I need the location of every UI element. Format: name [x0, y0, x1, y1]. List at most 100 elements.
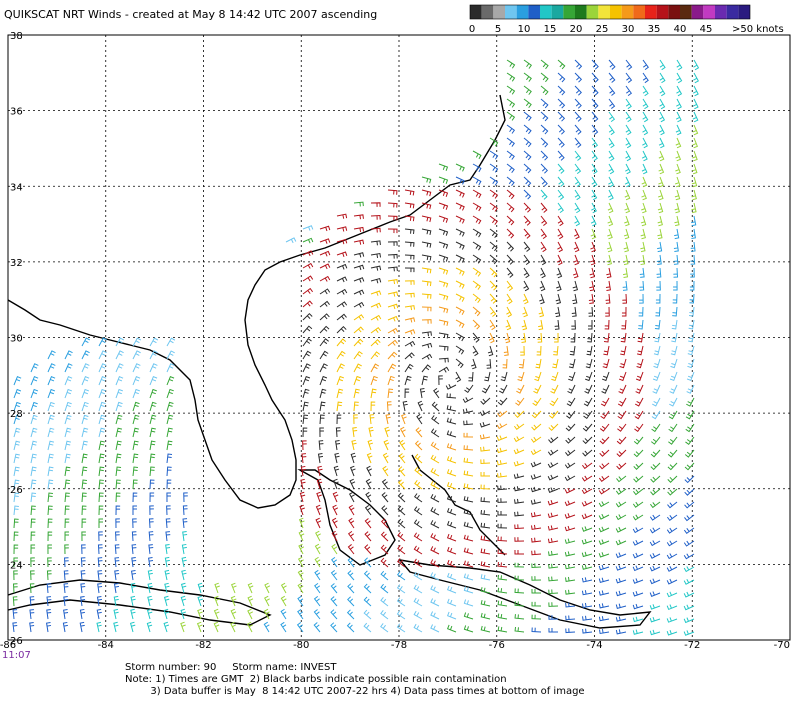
wind-barb: [615, 629, 627, 635]
wind-barb: [536, 345, 542, 356]
wind-barb: [396, 610, 406, 620]
wind-barb: [166, 375, 175, 386]
wind-barb: [531, 576, 542, 581]
wind-barb: [513, 473, 525, 479]
wind-barb: [387, 315, 399, 322]
wind-barb: [649, 552, 661, 559]
wind-barb: [517, 371, 525, 382]
wind-barb: [554, 319, 560, 330]
wind-barb: [531, 550, 542, 556]
wind-barb: [489, 306, 497, 317]
wind-barb: [387, 202, 398, 208]
wind-barb: [353, 301, 365, 308]
wind-barb: [625, 163, 631, 175]
wind-barb: [657, 202, 664, 214]
wind-barb: [166, 440, 173, 451]
wind-barb: [334, 452, 340, 464]
wind-barb: [363, 570, 372, 581]
wind-barb: [691, 163, 698, 175]
wind-barb: [455, 241, 465, 250]
wind-barb: [335, 439, 341, 451]
wind-barb: [149, 388, 157, 399]
wind-barb: [574, 98, 582, 109]
wind-barb: [384, 426, 390, 438]
wind-barb: [537, 332, 543, 343]
wind-barb: [531, 537, 542, 543]
wind-barb: [47, 505, 53, 516]
wind-barb: [659, 98, 666, 110]
wind-barb: [581, 590, 593, 596]
wind-barb: [64, 505, 70, 516]
wind-barb: [557, 163, 565, 174]
wind-barb: [651, 423, 661, 433]
wind-barb: [336, 388, 344, 399]
wind-barb: [30, 544, 36, 555]
wind-barb: [455, 228, 465, 237]
wind-barb: [129, 621, 136, 633]
wind-barb: [319, 275, 331, 282]
wind-barb: [455, 280, 465, 289]
wind-barb: [446, 430, 457, 438]
wind-barb: [540, 241, 547, 253]
wind-barb: [607, 228, 613, 240]
wind-barb: [404, 241, 415, 247]
wind-barb: [387, 189, 398, 195]
wind-barb: [500, 371, 508, 382]
wind-barb: [438, 293, 449, 301]
wind-barb: [331, 543, 338, 555]
wind-barb: [445, 383, 457, 390]
wind-barb: [685, 436, 695, 445]
wind-barb: [98, 466, 105, 477]
wind-barb: [623, 241, 629, 253]
wind-barb: [81, 492, 87, 503]
lat-label: 34: [10, 182, 23, 193]
wind-barb: [513, 486, 525, 492]
wind-barb: [674, 228, 680, 240]
wind-barb: [506, 280, 514, 291]
wind-barb: [506, 59, 516, 69]
wind-barb: [624, 189, 631, 201]
wind-barb: [463, 496, 474, 503]
wind-barb: [497, 562, 508, 568]
wind-barb: [64, 414, 72, 425]
wind-barb: [540, 85, 549, 96]
wind-barb: [640, 215, 647, 227]
wind-barb: [353, 388, 360, 399]
wind-barb: [353, 277, 365, 283]
wind-barb: [513, 448, 525, 455]
wind-barb: [382, 452, 389, 464]
wind-barb: [684, 475, 695, 484]
colorbar-swatch: [528, 5, 540, 19]
wind-barb: [581, 513, 593, 520]
wind-barb: [625, 111, 632, 123]
wind-barb: [523, 267, 530, 279]
wind-barb: [574, 85, 582, 96]
wind-barb: [638, 306, 644, 317]
lon-label: -74: [586, 640, 602, 650]
wind-barb: [319, 363, 328, 373]
wind-barb: [81, 518, 87, 529]
wind-barb: [674, 215, 680, 227]
wind-barb: [530, 461, 542, 468]
wind-barb: [566, 397, 576, 407]
wind-barb: [364, 544, 372, 555]
wind-barb: [132, 388, 140, 399]
wind-barb: [608, 59, 616, 70]
wind-barb: [598, 628, 610, 635]
wind-barb: [540, 72, 549, 83]
wind-barb: [336, 401, 343, 412]
wind-barb: [398, 466, 406, 477]
wind-barb: [621, 306, 627, 317]
wind-barb: [506, 293, 513, 305]
wind-barb: [522, 306, 528, 318]
wind-barb: [114, 557, 120, 568]
wind-barb: [302, 225, 314, 231]
colorbar-swatch: [493, 5, 505, 19]
wind-barb: [683, 566, 695, 573]
wind-barb: [97, 557, 103, 568]
wind-barb: [213, 621, 220, 633]
wind-barb: [540, 163, 548, 174]
wind-barb: [132, 453, 139, 464]
wind-barb: [148, 544, 154, 555]
wind-barb: [64, 388, 73, 399]
